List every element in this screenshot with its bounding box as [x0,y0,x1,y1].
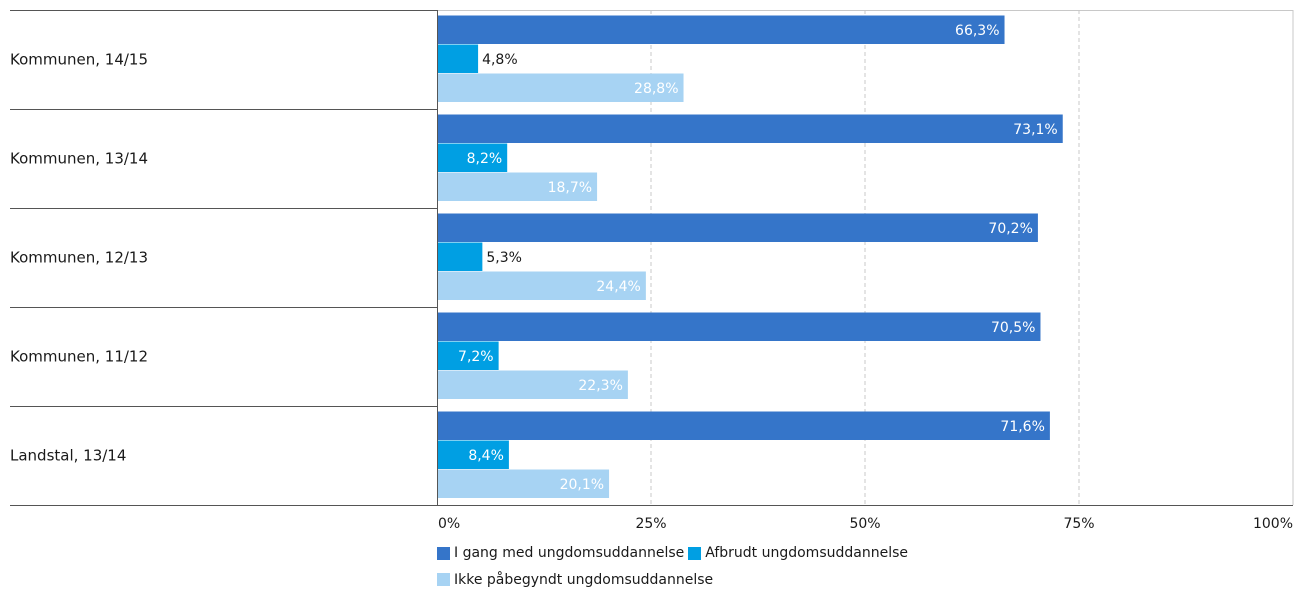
data-label: 70,2% [988,221,1032,237]
bar [438,143,508,172]
data-label: 8,2% [467,151,503,167]
data-label: 73,1% [1013,122,1057,138]
data-label: 8,4% [468,448,504,464]
category-label: Landstal, 13/14 [10,447,126,465]
x-tick-label: 50% [849,516,880,532]
data-label: 5,3% [486,250,522,266]
x-tick-label: 0% [438,516,460,532]
data-label: 20,1% [560,477,604,493]
data-label: 18,7% [548,180,592,196]
bar [438,469,610,498]
data-label: 22,3% [578,378,622,394]
bar [438,370,628,399]
legend-label: I gang med ungdomsuddannelse [454,545,685,561]
category-label: Kommunen, 13/14 [10,150,148,168]
bar [438,213,1038,242]
legend-label: Afbrudt ungdomsuddannelse [705,545,908,561]
category-label: Kommunen, 11/12 [10,348,148,366]
x-tick-label: 75% [1063,516,1094,532]
legend-item: Ikke påbegyndt ungdomsuddannelse [437,568,713,592]
category-label: Kommunen, 14/15 [10,51,148,69]
category-label: Kommunen, 12/13 [10,249,148,267]
legend: I gang med ungdomsuddannelse Afbrudt ungd… [437,541,1037,594]
legend-swatch [437,546,450,560]
legend-swatch [688,546,702,560]
bar [438,44,479,73]
bar [438,341,499,370]
legend-item: I gang med ungdomsuddannelse [437,541,684,565]
bar [438,15,1005,44]
bar [438,411,1050,440]
bar-chart: Kommunen, 14/15 66,3% 4,8% 28,8% Kommunen, 1… [10,10,1294,532]
data-label: 7,2% [458,349,494,365]
data-label: 70,5% [991,320,1035,336]
x-tick-label: 100% [1253,516,1293,532]
data-label: 66,3% [955,23,999,39]
bar [438,312,1041,341]
data-label: 28,8% [634,81,678,97]
data-label: 4,8% [482,52,518,68]
legend-label: Ikke påbegyndt ungdomsuddannelse [454,571,714,588]
bar [438,172,598,201]
bar [438,440,509,469]
bar [438,114,1063,143]
x-tick-label: 25% [635,516,666,532]
bar [438,73,684,102]
legend-swatch [437,573,450,586]
data-label: 24,4% [596,279,640,295]
legend-item: Afbrudt ungdomsuddannelse [688,541,908,565]
bar [438,242,483,271]
bar [438,271,646,300]
data-label: 71,6% [1000,419,1044,435]
